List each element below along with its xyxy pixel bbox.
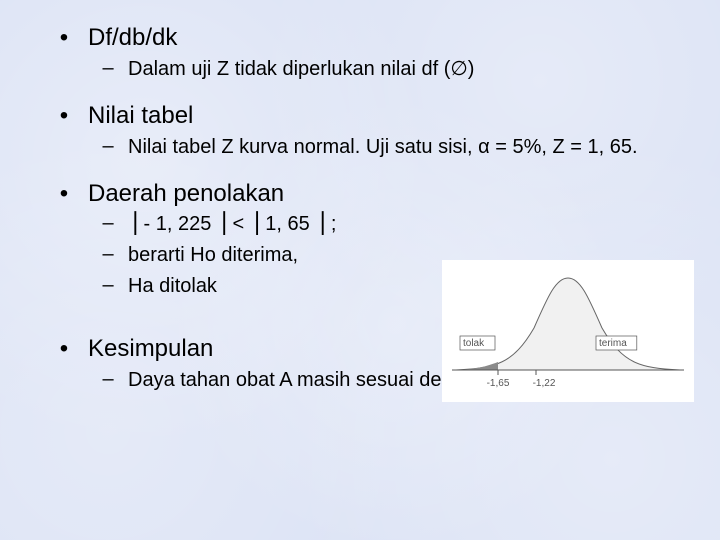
svg-text:tolak: tolak [463,338,485,349]
bullet-dot: • [40,335,88,364]
bullet-title: Daerah penolakan [88,180,284,208]
sub-item: – ⎟ - 1, 225 ⎟ < ⎟ 1, 65 ⎟ ; [88,212,468,237]
sub-text: berarti Ho diterima, [128,243,468,268]
sub-text: Nilai tabel Z kurva normal. Uji satu sis… [128,135,690,160]
bullet-title: Df/db/dk [88,24,177,52]
dash-mark: – [88,243,128,266]
bullet-daerah-penolakan: • Daerah penolakan [40,180,690,209]
bullet-title: Nilai tabel [88,102,193,130]
sub-item: – berarti Ho diterima, [88,243,468,268]
bullet-title: Kesimpulan [88,335,213,363]
bullet-dot: • [40,24,88,53]
svg-text:-1,65: -1,65 [487,378,510,389]
dash-mark: – [88,368,128,391]
sub-text: Dalam uji Z tidak diperlukan nilai df (∅… [128,57,690,82]
bullet-dfdbdk: • Df/db/dk [40,24,690,53]
sub-item: – Nilai tabel Z kurva normal. Uji satu s… [88,135,690,160]
sub-item: – Dalam uji Z tidak diperlukan nilai df … [88,57,690,82]
svg-text:-1,22: -1,22 [533,378,556,389]
normal-curve-svg: -1,65 -1,22 tolak terima [442,260,694,402]
normal-curve-chart: -1,65 -1,22 tolak terima [442,260,694,402]
dash-mark: – [88,274,128,297]
dash-mark: – [88,57,128,80]
sub-item: – Ha ditolak [88,274,468,299]
dash-mark: – [88,212,128,235]
sub-text: ⎟ - 1, 225 ⎟ < ⎟ 1, 65 ⎟ ; [128,212,468,237]
bullet-dot: • [40,102,88,131]
bullet-dot: • [40,180,88,209]
svg-text:terima: terima [599,338,627,349]
bullet-nilai-tabel: • Nilai tabel [40,102,690,131]
dash-mark: – [88,135,128,158]
sub-text: Ha ditolak [128,274,468,299]
